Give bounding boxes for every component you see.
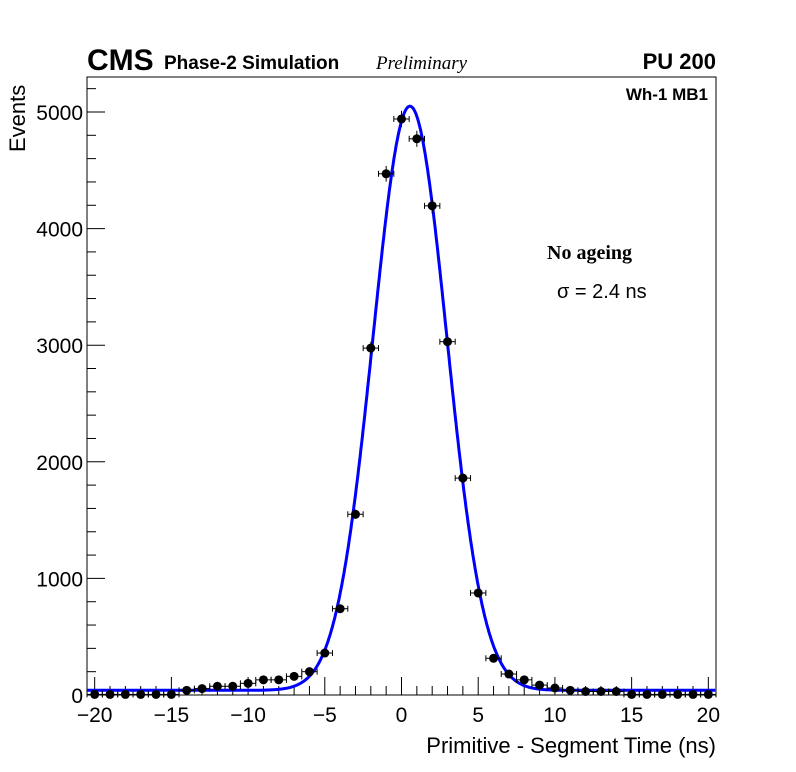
marker xyxy=(182,685,192,695)
data-point xyxy=(316,648,333,658)
data-point xyxy=(163,689,180,699)
data-point xyxy=(377,165,395,182)
data-point xyxy=(178,685,195,695)
marker xyxy=(350,509,360,519)
x-axis-label: Primitive - Segment Time (ns) xyxy=(426,733,716,758)
data-point xyxy=(424,198,441,214)
data-point xyxy=(500,669,518,679)
marker xyxy=(335,604,345,614)
marker xyxy=(427,201,437,211)
data-point xyxy=(285,671,303,681)
marker xyxy=(504,669,514,679)
data-point xyxy=(439,335,456,349)
y-tick-label: 4000 xyxy=(36,219,83,242)
marker xyxy=(397,114,406,124)
marker xyxy=(627,689,637,699)
marker xyxy=(228,681,238,691)
marker xyxy=(243,678,253,688)
x-tick-label: 15 xyxy=(620,704,643,727)
marker xyxy=(274,675,284,685)
x-tick-label: −5 xyxy=(313,704,337,727)
x-tick-label: −20 xyxy=(77,704,113,727)
y-axis-label: Events xyxy=(5,85,30,152)
marker xyxy=(90,689,100,699)
marker xyxy=(366,343,376,353)
marker xyxy=(304,667,314,677)
marker xyxy=(581,687,591,697)
data-point xyxy=(562,685,579,695)
y-tick-label: 1000 xyxy=(36,568,83,591)
marker xyxy=(212,681,222,691)
marker xyxy=(657,689,667,699)
marker xyxy=(473,588,483,598)
marker xyxy=(258,675,268,685)
y-tick-label: 2000 xyxy=(36,452,83,475)
data-point xyxy=(608,687,625,697)
region-label: Wh-1 MB1 xyxy=(626,85,708,104)
annotation-sigma: σ = 2.4 ns xyxy=(557,281,647,303)
marker xyxy=(489,653,499,663)
header-subtitle: Phase-2 Simulation xyxy=(164,53,339,74)
marker xyxy=(703,689,713,699)
x-tick-label: 0 xyxy=(396,704,408,727)
data-point xyxy=(669,689,686,699)
data-point xyxy=(546,683,564,693)
marker xyxy=(550,683,560,693)
data-point xyxy=(301,667,318,677)
plot-frame xyxy=(86,76,717,696)
x-tick-label: 5 xyxy=(472,704,484,727)
marker xyxy=(688,689,698,699)
x-tick-label: −15 xyxy=(154,704,190,727)
data-point xyxy=(516,675,533,685)
x-tick-label: 10 xyxy=(543,704,566,727)
marker xyxy=(673,689,683,699)
marker xyxy=(320,648,330,658)
marker xyxy=(151,689,161,699)
marker xyxy=(596,687,606,697)
marker xyxy=(519,675,529,685)
y-tick-label: 0 xyxy=(71,685,83,708)
marker xyxy=(443,337,453,347)
annotation-ageing: No ageing xyxy=(547,242,632,264)
marker xyxy=(166,689,176,699)
data-point xyxy=(393,110,410,128)
data-point xyxy=(470,588,487,598)
data-point xyxy=(193,684,211,694)
marker xyxy=(535,680,545,690)
data-point xyxy=(408,130,426,147)
data-point xyxy=(347,509,364,519)
marker xyxy=(289,671,299,681)
data-point xyxy=(454,473,472,484)
data-point xyxy=(270,675,287,685)
data-point xyxy=(255,675,272,685)
marker xyxy=(136,689,146,699)
header-pileup: PU 200 xyxy=(643,49,716,74)
header-status: Preliminary xyxy=(375,53,468,74)
marker xyxy=(458,473,468,483)
marker xyxy=(105,689,115,699)
marker xyxy=(642,689,652,699)
data-point xyxy=(224,681,241,691)
data-point xyxy=(239,678,257,688)
data-point xyxy=(362,341,379,355)
y-tick-label: 3000 xyxy=(36,335,83,358)
marker xyxy=(381,169,391,179)
header-experiment: CMS xyxy=(87,44,154,77)
data-point xyxy=(700,689,717,699)
data-point xyxy=(485,653,502,663)
x-tick-label: −10 xyxy=(230,704,266,727)
marker xyxy=(120,689,130,699)
data-point xyxy=(331,604,349,614)
y-tick-label: 5000 xyxy=(36,102,83,125)
x-tick-label: 20 xyxy=(697,704,720,727)
marker xyxy=(412,134,422,144)
fit-curve xyxy=(87,104,716,692)
marker xyxy=(611,687,621,697)
marker xyxy=(565,685,575,695)
marker xyxy=(197,684,207,694)
